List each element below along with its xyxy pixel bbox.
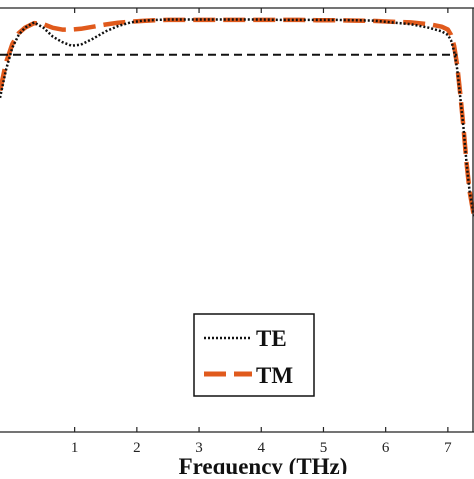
legend-box [193, 313, 315, 397]
ticks-layer: 1 2 3 4 5 6 7 [71, 8, 452, 456]
x-axis-title: Frequency (THz) [179, 454, 348, 474]
legend-te-label: TE [256, 326, 287, 351]
x-tick-label: 3 [195, 440, 203, 456]
x-tick-label: 1 [71, 440, 79, 456]
legend: TE TM [193, 313, 315, 397]
x-tick-label: 7 [444, 440, 452, 456]
x-tick-label: 5 [320, 440, 328, 456]
legend-tm-label: TM [256, 363, 293, 388]
x-tick-label: 4 [258, 440, 266, 456]
axes-layer [0, 7, 474, 433]
series-layer [0, 17, 474, 217]
x-tick-label: 2 [133, 440, 141, 456]
series-te-line [0, 18, 474, 217]
x-tick-label: 6 [382, 440, 390, 456]
